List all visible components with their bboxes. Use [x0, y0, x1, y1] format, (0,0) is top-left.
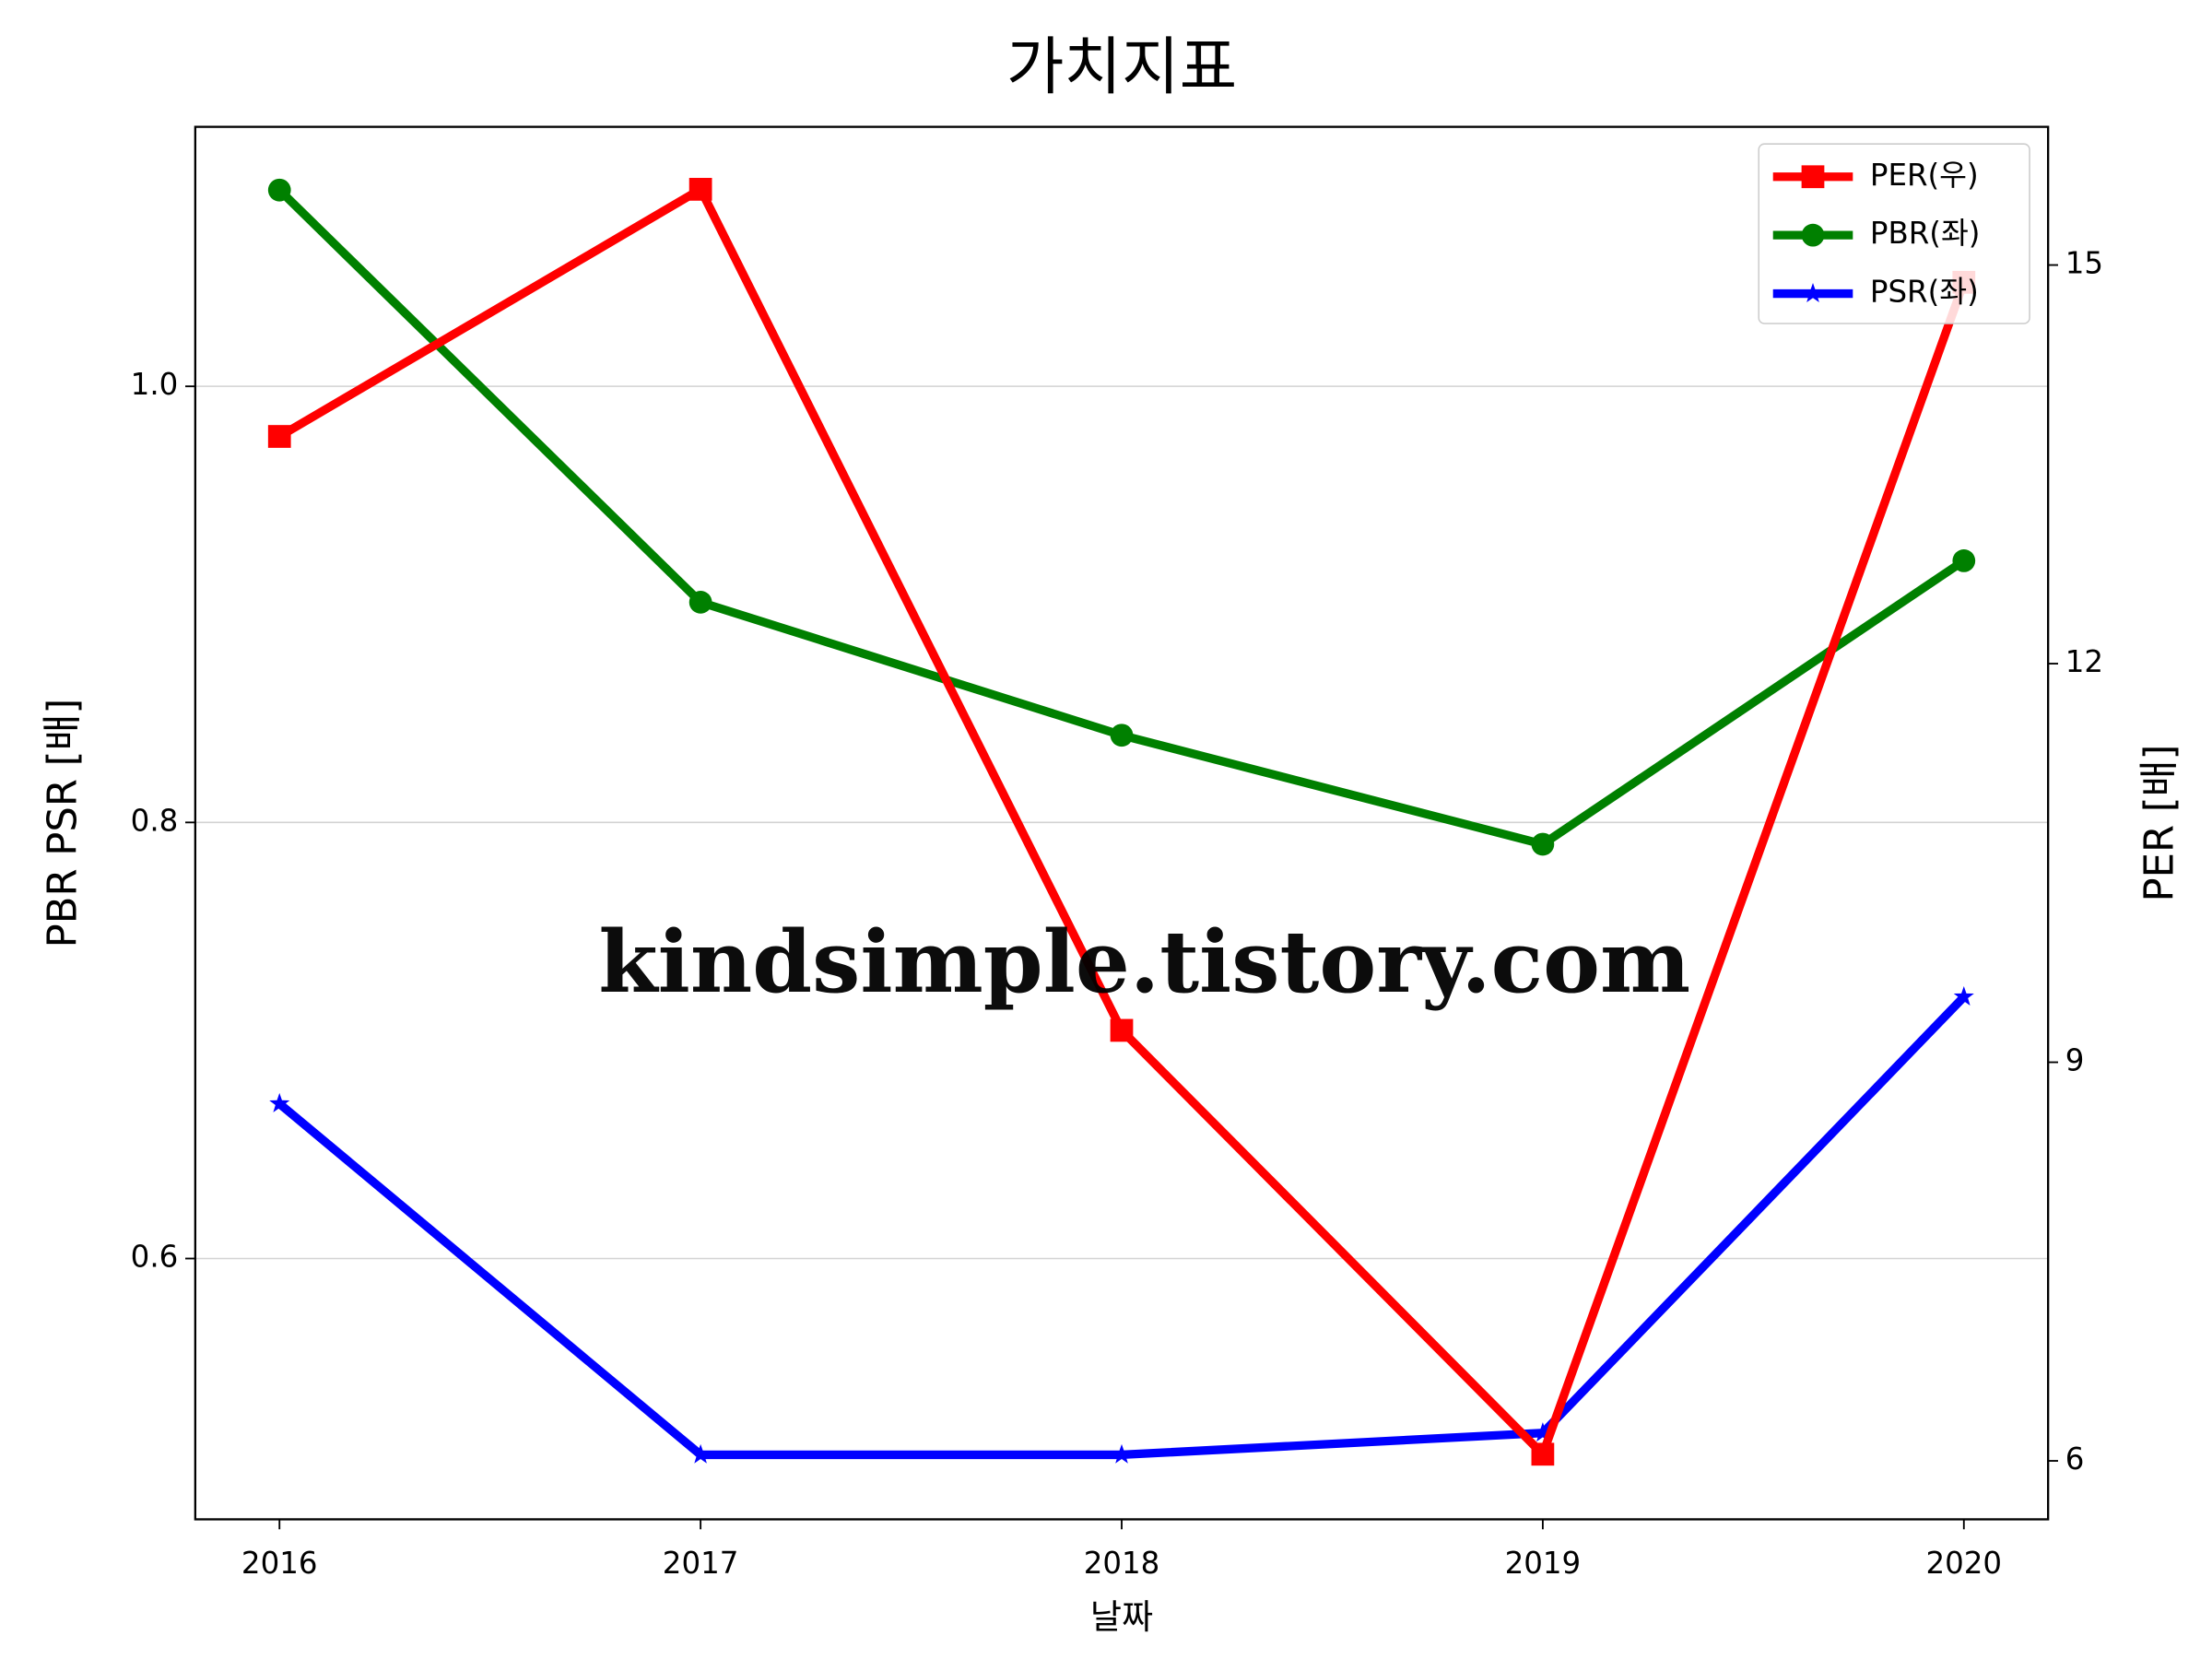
chart-title: 가치지표 [1006, 31, 1237, 104]
marker [267, 178, 291, 202]
plot-frame [194, 125, 2050, 1521]
marker [1531, 832, 1555, 856]
marker [1110, 1018, 1134, 1042]
y2-axis-label: PER [배] [2136, 745, 2183, 902]
x-tick-label: 2018 [1084, 1546, 1160, 1581]
y-axis-label: PBR PSR [배] [41, 699, 87, 948]
marker [267, 425, 291, 448]
legend-label: PSR(좌) [1870, 275, 1979, 310]
y-tick-label: 1.0 [131, 367, 179, 402]
marker [1111, 1443, 1133, 1464]
x-axis-label: 날짜 [1090, 1597, 1153, 1637]
x-tick-label: 2016 [241, 1546, 318, 1581]
marker [1532, 1422, 1553, 1442]
legend-marker [1802, 282, 1824, 302]
marker [1110, 724, 1134, 747]
marker [688, 591, 712, 614]
legend-box [1758, 143, 2030, 324]
marker [688, 178, 712, 201]
x-tick-label: 2020 [1925, 1546, 2002, 1581]
x-tick-label: 2017 [663, 1546, 739, 1581]
y2-tick-label: 6 [2065, 1441, 2085, 1477]
y-tick-label: 0.6 [131, 1239, 179, 1274]
legend-marker [1801, 223, 1825, 247]
legend-label: PBR(좌) [1870, 216, 1981, 251]
series-line [276, 994, 1968, 1460]
legend-marker [1801, 165, 1825, 189]
y2-tick-label: 9 [2065, 1043, 2085, 1078]
marker [690, 1443, 712, 1464]
marker [269, 1092, 290, 1112]
marker [1953, 985, 1974, 1006]
watermark: kindsimple.tistory.com [598, 912, 1690, 1012]
y-tick-label: 0.8 [131, 803, 179, 838]
marker [1952, 549, 1976, 572]
legend-label: PER(우) [1870, 158, 1979, 193]
legend: PER(우) PBR(좌) PSR(좌) [1758, 143, 2030, 324]
marker [1531, 1442, 1555, 1466]
y2-tick-label: 15 [2065, 246, 2103, 281]
x-tick-label: 2019 [1505, 1546, 1582, 1581]
y2-tick-label: 12 [2065, 644, 2103, 679]
